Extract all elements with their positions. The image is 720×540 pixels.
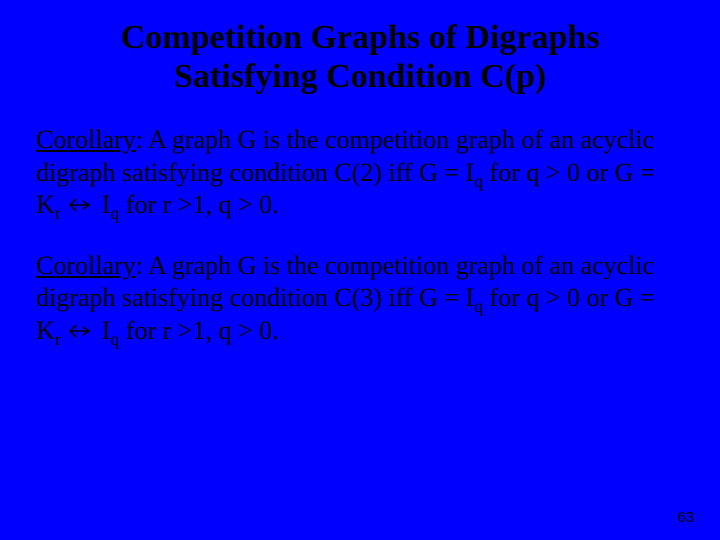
page-number: 63 <box>677 509 694 526</box>
title-line-1: Competition Graphs of Digraphs <box>121 19 600 56</box>
corollary-1: Corollary: A graph G is the competition … <box>36 124 684 222</box>
corollary-2: Corollary: A graph G is the competition … <box>36 250 684 348</box>
text-segment: I <box>95 316 110 345</box>
subscript: q <box>110 203 119 223</box>
arrow-icon <box>67 195 95 215</box>
corollary-label: Corollary <box>36 251 136 280</box>
subscript: q <box>474 171 483 191</box>
title-line-2: Satisfying Condition C(p) <box>174 58 546 95</box>
text-segment: I <box>95 190 110 219</box>
arrow-icon <box>67 321 95 341</box>
text-segment: for r >1, q > 0. <box>119 190 278 219</box>
subscript: r <box>55 203 61 223</box>
subscript: q <box>474 296 483 316</box>
text-segment: for r >1, q > 0. <box>119 316 278 345</box>
corollary-label: Corollary <box>36 125 136 154</box>
subscript: r <box>55 329 61 349</box>
subscript: q <box>110 329 119 349</box>
slide-title: Competition Graphs of Digraphs Satisfyin… <box>36 18 684 96</box>
